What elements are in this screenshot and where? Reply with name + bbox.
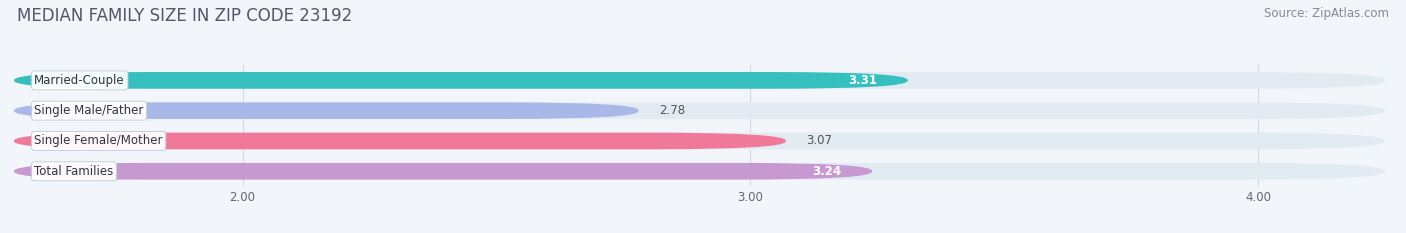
Text: Source: ZipAtlas.com: Source: ZipAtlas.com — [1264, 7, 1389, 20]
FancyBboxPatch shape — [14, 72, 1385, 89]
FancyBboxPatch shape — [14, 163, 872, 180]
Text: Total Families: Total Families — [34, 165, 114, 178]
FancyBboxPatch shape — [14, 133, 1385, 149]
Text: Married-Couple: Married-Couple — [34, 74, 125, 87]
Text: 2.78: 2.78 — [659, 104, 685, 117]
Text: Single Male/Father: Single Male/Father — [34, 104, 143, 117]
FancyBboxPatch shape — [14, 72, 908, 89]
Text: 3.24: 3.24 — [813, 165, 842, 178]
FancyBboxPatch shape — [14, 133, 786, 149]
Text: 3.07: 3.07 — [806, 134, 832, 147]
Text: MEDIAN FAMILY SIZE IN ZIP CODE 23192: MEDIAN FAMILY SIZE IN ZIP CODE 23192 — [17, 7, 352, 25]
Text: 3.31: 3.31 — [848, 74, 877, 87]
FancyBboxPatch shape — [14, 102, 1385, 119]
FancyBboxPatch shape — [14, 102, 638, 119]
Text: Single Female/Mother: Single Female/Mother — [34, 134, 163, 147]
FancyBboxPatch shape — [14, 163, 1385, 180]
